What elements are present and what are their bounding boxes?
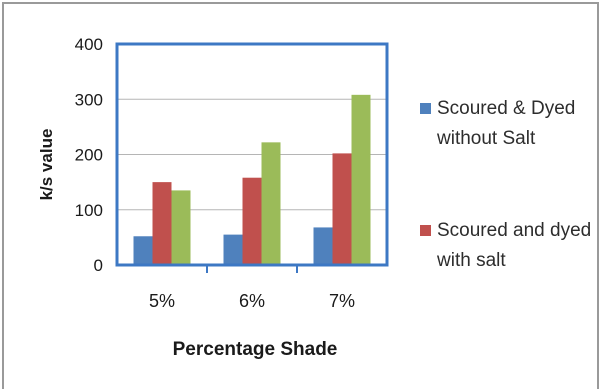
bar <box>313 227 333 265</box>
y-tick-label: 0 <box>94 256 103 275</box>
bar <box>133 236 153 265</box>
bar <box>171 190 191 265</box>
y-axis-tick-labels: 0 100 200 300 400 <box>75 35 103 275</box>
legend-swatch-series-2 <box>420 225 431 236</box>
x-axis-label: Percentage Shade <box>173 339 338 360</box>
bar <box>152 182 172 265</box>
y-axis-label: k/s value <box>37 129 56 201</box>
bar <box>242 177 262 265</box>
x-axis-tick-labels: 5% 6% 7% <box>149 265 355 311</box>
x-tick-label: 5% <box>149 291 175 311</box>
x-tick-label: 7% <box>329 291 355 311</box>
y-tick-label: 300 <box>75 90 103 109</box>
bar <box>261 142 281 265</box>
legend-swatch-series-1 <box>420 103 431 114</box>
plot-area-border <box>115 42 389 267</box>
bar <box>332 153 352 265</box>
x-tick-label: 6% <box>239 291 265 311</box>
bar <box>223 234 243 265</box>
legend-label-series-2: Scoured and dyed with salt <box>437 220 592 271</box>
legend-label-series-1: Scoured & Dyed without Salt <box>437 98 576 149</box>
y-tick-label: 400 <box>75 35 103 54</box>
chart-frame <box>2 2 599 389</box>
y-tick-label: 200 <box>75 146 103 165</box>
bar <box>351 94 371 265</box>
bars <box>133 94 371 265</box>
y-tick-label: 100 <box>75 201 103 220</box>
